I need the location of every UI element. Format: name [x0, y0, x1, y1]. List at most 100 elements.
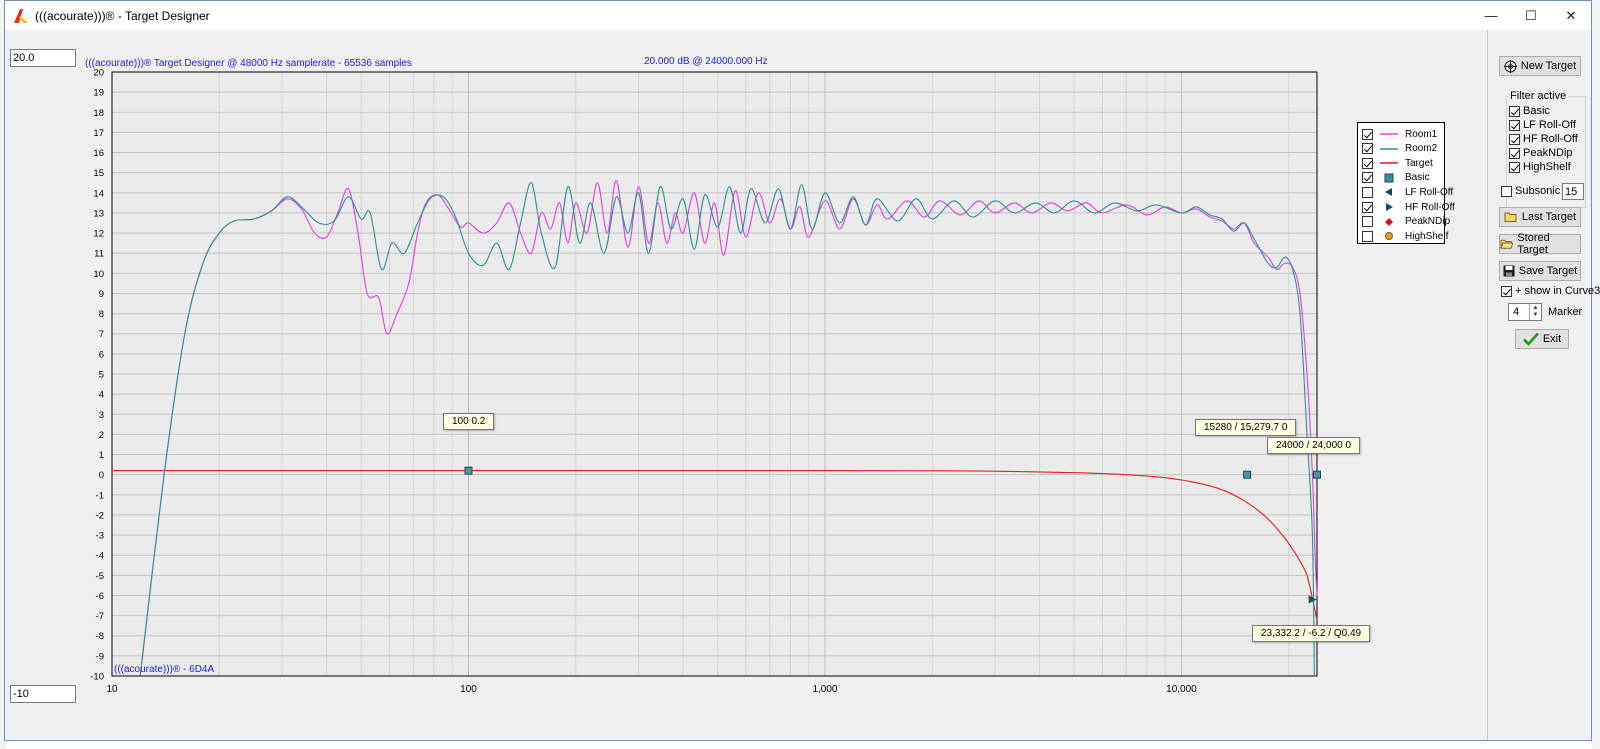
new-target-label: New Target — [1520, 60, 1577, 72]
exit-button[interactable]: Exit — [1515, 329, 1569, 349]
frequency-response-chart[interactable]: 20191817161514131211109876543210-1-2-3-4… — [5, 30, 1485, 740]
y-tick-label: 17 — [93, 128, 104, 139]
legend-checkbox[interactable] — [1362, 143, 1373, 155]
close-button[interactable]: ✕ — [1551, 1, 1591, 30]
filter-checkbox-peakndip[interactable]: PeakNDip — [1509, 147, 1573, 159]
basic-marker[interactable] — [1313, 470, 1321, 479]
minimize-button[interactable]: — — [1471, 1, 1511, 30]
minimize-icon: — — [1484, 8, 1498, 23]
new-target-button[interactable]: New Target — [1499, 56, 1581, 76]
y-tick-label: -1 — [96, 490, 104, 501]
background-window-strip — [0, 0, 6, 749]
legend-item-peakndip[interactable]: PeakNDip — [1362, 215, 1450, 229]
legend-checkbox[interactable] — [1362, 172, 1373, 184]
stored-target-button[interactable]: Stored Target — [1499, 232, 1581, 256]
spin-down-icon[interactable]: ▼ — [1532, 312, 1539, 318]
y-min-input[interactable] — [10, 685, 76, 703]
legend-tri-right-icon — [1386, 203, 1393, 211]
show-in-curve3-checkbox[interactable]: + show in Curve3 — [1501, 285, 1600, 297]
hf-rolloff-marker[interactable] — [1308, 595, 1317, 604]
filter-label: Basic — [1523, 105, 1550, 117]
filter-check[interactable] — [1509, 147, 1520, 159]
filter-checkbox-highshelf[interactable]: HighShelf — [1509, 161, 1571, 173]
folder-icon — [1504, 212, 1517, 222]
legend-label: Room1 — [1405, 128, 1438, 140]
client-area: 20191817161514131211109876543210-1-2-3-4… — [5, 30, 1600, 740]
legend-checkbox[interactable] — [1362, 216, 1373, 228]
marker-spinner[interactable]: 4 — [1508, 303, 1542, 321]
filter-check[interactable] — [1509, 161, 1520, 173]
legend-checkbox[interactable] — [1362, 201, 1373, 213]
y-tick-label: 2 — [99, 430, 104, 441]
legend-label: PeakNDip — [1405, 216, 1451, 228]
plot-area: 20 19 18 17 16 15 14 13 12 11 10 9 8 7 6 5 4 3 2 1 0 -1 -2 -3 -4… — [5, 30, 1591, 740]
legend-diamond-icon — [1385, 217, 1393, 226]
legend-label: Basic — [1405, 172, 1430, 184]
legend-circle-icon — [1385, 232, 1393, 241]
legend-item-target[interactable]: Target — [1362, 156, 1433, 170]
y-tick-label: -2 — [96, 510, 104, 521]
legend-line-icon — [1380, 147, 1398, 150]
side-panel — [1487, 30, 1591, 740]
y-axis-ticks: 20191817161514131211109876543210-1-2-3-4… — [90, 68, 104, 683]
last-target-label: Last Target — [1521, 211, 1577, 223]
save-target-label: Save Target — [1518, 265, 1578, 277]
legend-item-lf-roll-off[interactable]: LF Roll-Off — [1362, 185, 1453, 199]
last-target-button[interactable]: Last Target — [1499, 207, 1581, 227]
legend-square-icon — [1384, 173, 1394, 183]
subsonic-check[interactable] — [1501, 185, 1512, 197]
y-tick-label: -6 — [96, 591, 104, 602]
filter-checkbox-lf-roll-off[interactable]: LF Roll-Off — [1509, 119, 1576, 131]
basic-marker[interactable] — [464, 466, 473, 475]
y-tick-label: 20 — [93, 68, 104, 79]
save-icon — [1503, 265, 1515, 277]
curve-room2 — [139, 182, 1315, 677]
legend-line-icon — [1380, 162, 1398, 164]
legend-item-room2[interactable]: Room2 — [1362, 142, 1437, 156]
filter-check[interactable] — [1509, 119, 1520, 131]
acourate-app-icon — [14, 9, 28, 23]
filter-checkbox-hf-roll-off[interactable]: HF Roll-Off — [1509, 133, 1578, 145]
curves — [112, 180, 1318, 677]
marker-label: Marker — [1548, 306, 1583, 318]
title-bar[interactable]: (((acourate)))® - Target Designer — ☐ ✕ — [5, 1, 1591, 30]
y-tick-label: 8 — [99, 309, 104, 320]
legend-checkbox[interactable] — [1362, 157, 1373, 169]
plot-frame — [111, 71, 1318, 677]
plot-header-center: 20.000 dB @ 24000.000 Hz — [644, 56, 768, 67]
markers — [464, 466, 1321, 604]
spinner-arrows[interactable]: ▲ ▼ — [1529, 304, 1541, 320]
legend-item-highshelf[interactable]: HighShelf — [1362, 229, 1448, 243]
y-tick-label: 10 — [93, 269, 104, 280]
legend-item-basic[interactable]: Basic — [1362, 171, 1429, 185]
marker-tooltip-1: 100 0.2 — [443, 413, 495, 430]
legend-line-icon — [1380, 133, 1398, 135]
legend-label: HighShelf — [1405, 230, 1449, 242]
filter-label: HighShelf — [1523, 161, 1571, 173]
y-tick-label: 16 — [93, 148, 104, 159]
curve-target — [112, 470, 1318, 620]
legend-item-room1[interactable]: Room1 — [1362, 127, 1437, 141]
legend-checkbox[interactable] — [1362, 230, 1373, 242]
marker-tooltip-2: 15280 / 15,279.7 0 — [1195, 419, 1297, 436]
close-icon: ✕ — [1565, 7, 1577, 23]
filter-checkbox-basic[interactable]: Basic — [1509, 105, 1550, 117]
legend-item-hf-roll-off[interactable]: HF Roll-Off — [1362, 200, 1455, 214]
filter-check[interactable] — [1509, 105, 1520, 117]
maximize-button[interactable]: ☐ — [1511, 1, 1551, 30]
maximize-icon: ☐ — [1525, 7, 1537, 23]
x-tick-label: 1,000 — [812, 684, 837, 695]
subsonic-value-input[interactable] — [1562, 183, 1584, 200]
window-title: (((acourate)))® - Target Designer — [35, 9, 210, 23]
save-target-button[interactable]: Save Target — [1499, 261, 1581, 281]
curve-legend: Room1 Room2 Target Basic LF Roll-Off HF Roll-… — [1357, 122, 1455, 244]
legend-checkbox[interactable] — [1362, 128, 1373, 140]
spin-up-icon[interactable]: ▲ — [1532, 305, 1539, 311]
y-tick-label: 19 — [93, 88, 104, 99]
legend-checkbox[interactable] — [1362, 186, 1373, 198]
show-in-curve3-check[interactable] — [1501, 285, 1512, 297]
y-max-input[interactable] — [10, 49, 76, 67]
filter-check[interactable] — [1509, 133, 1520, 145]
basic-marker[interactable] — [1243, 470, 1252, 479]
subsonic-checkbox[interactable]: Subsonic — [1501, 185, 1560, 197]
